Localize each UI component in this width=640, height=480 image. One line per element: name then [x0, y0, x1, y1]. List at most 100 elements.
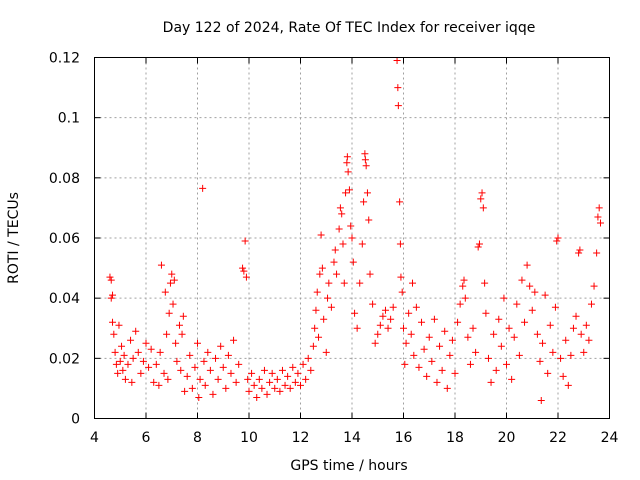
y-tick-label: 0.1 — [58, 111, 80, 127]
data-point — [194, 339, 201, 347]
x-tick-label: 20 — [498, 430, 516, 446]
data-point — [590, 282, 598, 290]
data-point — [315, 333, 323, 341]
data-point — [320, 315, 328, 323]
data-point — [353, 324, 361, 332]
data-point — [134, 348, 142, 356]
data-point — [278, 366, 286, 374]
data-point — [559, 372, 567, 380]
data-point — [423, 372, 431, 380]
data-point — [312, 306, 320, 314]
data-point — [183, 372, 191, 380]
data-point — [356, 279, 364, 287]
data-point — [263, 390, 271, 398]
data-point — [582, 321, 590, 329]
data-point — [129, 354, 137, 362]
x-tick-label: 16 — [395, 430, 413, 446]
data-point — [347, 222, 355, 230]
data-point — [170, 276, 178, 284]
data-point — [201, 381, 209, 389]
data-point — [128, 378, 136, 386]
data-point — [381, 306, 389, 314]
data-point — [351, 309, 359, 317]
data-point — [116, 357, 124, 365]
data-point — [401, 360, 409, 368]
x-tick-label: 8 — [193, 430, 202, 446]
data-point — [299, 360, 307, 368]
data-point — [196, 375, 204, 383]
data-point — [253, 393, 261, 401]
data-point — [281, 381, 289, 389]
y-tick-label: 0.06 — [49, 231, 80, 247]
data-point — [206, 366, 214, 374]
data-point — [268, 369, 276, 377]
data-point — [109, 318, 117, 326]
data-point — [515, 351, 523, 359]
data-point — [260, 366, 268, 374]
data-point — [335, 225, 343, 233]
data-point — [219, 363, 227, 371]
data-point — [428, 357, 436, 365]
data-point — [418, 318, 426, 326]
data-point — [200, 357, 208, 365]
data-point — [147, 345, 155, 353]
data-point — [224, 351, 232, 359]
data-point — [127, 336, 135, 344]
data-point — [348, 234, 356, 242]
data-point — [338, 210, 346, 218]
data-point — [523, 261, 531, 269]
x-tick-label: 12 — [292, 430, 310, 446]
data-point — [175, 321, 183, 329]
data-point — [286, 384, 294, 392]
data-point — [266, 378, 274, 386]
data-point — [121, 375, 129, 383]
plot-frame — [94, 57, 610, 419]
data-point — [360, 198, 368, 206]
data-point — [289, 363, 297, 371]
y-tick-labels: 0 0.02 0.04 0.06 0.08 0.1 0.12 — [49, 51, 80, 428]
data-point — [469, 324, 477, 332]
data-point — [508, 375, 516, 383]
data-point — [451, 369, 459, 377]
data-point — [330, 258, 338, 266]
data-point — [474, 243, 482, 251]
data-point — [242, 273, 250, 281]
data-point — [374, 330, 382, 338]
data-point — [510, 333, 518, 341]
data-point — [425, 333, 433, 341]
x-tick-label: 10 — [240, 430, 258, 446]
data-point — [409, 279, 417, 287]
data-point — [366, 270, 374, 278]
data-point — [235, 360, 243, 368]
data-point — [398, 288, 406, 296]
data-point — [115, 321, 123, 329]
data-point — [475, 240, 483, 248]
data-point — [379, 312, 387, 320]
x-tick-label: 18 — [446, 430, 464, 446]
data-point — [191, 363, 199, 371]
data-point — [155, 381, 163, 389]
data-point — [343, 159, 351, 167]
data-point — [531, 288, 539, 296]
data-point — [513, 300, 521, 308]
data-point — [227, 369, 235, 377]
data-point — [244, 375, 252, 383]
data-point — [109, 291, 117, 299]
data-point — [567, 351, 575, 359]
data-point — [318, 264, 326, 272]
data-point — [472, 348, 480, 356]
data-point — [142, 339, 150, 347]
data-point — [459, 282, 467, 290]
data-point — [160, 369, 168, 377]
data-point — [311, 324, 319, 332]
data-point — [412, 303, 420, 311]
data-point — [342, 189, 350, 197]
data-point — [436, 342, 444, 350]
data-point — [362, 162, 370, 170]
data-point — [482, 309, 490, 317]
data-point — [317, 231, 325, 239]
data-point — [309, 342, 317, 350]
data-point — [291, 378, 299, 386]
data-point — [179, 312, 187, 320]
data-point — [276, 387, 284, 395]
